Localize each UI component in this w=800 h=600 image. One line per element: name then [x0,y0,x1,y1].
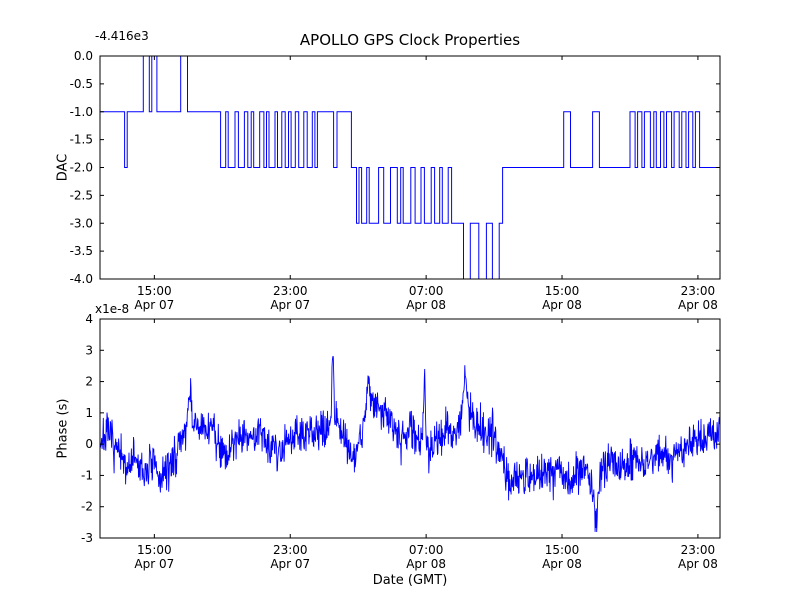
x-tick-label-date: Apr 08 [678,298,718,312]
y-tick-label: -2.5 [70,188,93,202]
x-axis-label: Date (GMT) [372,573,448,588]
dac-series-line [100,56,720,279]
dac-axis-label: DAC [55,153,71,182]
x-tick-label-time: 15:00 [545,284,580,298]
dac-axis-offset-label: -4.416e3 [95,29,149,43]
y-tick-label: 0 [85,437,93,451]
y-tick-label: -3.0 [70,216,93,230]
x-tick-label-date: Apr 07 [270,557,310,571]
y-tick-label: -0.5 [70,77,93,91]
phase-series-line [100,355,720,533]
y-tick-label: -4.0 [70,272,93,286]
x-tick-label-time: 15:00 [137,284,172,298]
y-tick-label: -2 [81,500,93,514]
x-tick-label-date: Apr 08 [678,557,718,571]
x-tick-label-date: Apr 08 [542,557,582,571]
x-tick-label-date: Apr 08 [406,557,446,571]
x-tick-label-date: Apr 07 [270,298,310,312]
y-tick-label: -1 [81,468,93,482]
y-tick-label: 2 [85,375,93,389]
x-tick-label-date: Apr 08 [542,298,582,312]
x-tick-label-date: Apr 07 [134,557,174,571]
y-tick-label: 4 [85,312,93,326]
y-tick-label: -2.0 [70,161,93,175]
axes-frame [99,318,721,539]
x-tick-label-time: 23:00 [273,284,308,298]
y-tick-label: 3 [85,343,93,357]
x-tick-label-date: Apr 08 [406,298,446,312]
x-tick-label-time: 07:00 [409,284,444,298]
x-tick-label-time: 15:00 [137,543,172,557]
y-tick-label: -3.5 [70,244,93,258]
y-tick-label: -1.0 [70,105,93,119]
y-tick-label: 1 [85,406,93,420]
y-tick-label: -3 [81,531,93,545]
x-tick-label-time: 23:00 [273,543,308,557]
x-tick-label-date: Apr 07 [134,298,174,312]
x-tick-label-time: 07:00 [409,543,444,557]
chart-title: APOLLO GPS Clock Properties [299,31,521,49]
x-tick-label-time: 15:00 [545,543,580,557]
phase-axis-label: Phase (s) [55,398,71,459]
y-tick-label: 0.0 [74,49,93,63]
phase-axis-multiplier-label: x1e-8 [95,302,130,316]
x-tick-label-time: 23:00 [681,543,716,557]
x-tick-label-time: 23:00 [681,284,716,298]
y-tick-label: -1.5 [70,133,93,147]
